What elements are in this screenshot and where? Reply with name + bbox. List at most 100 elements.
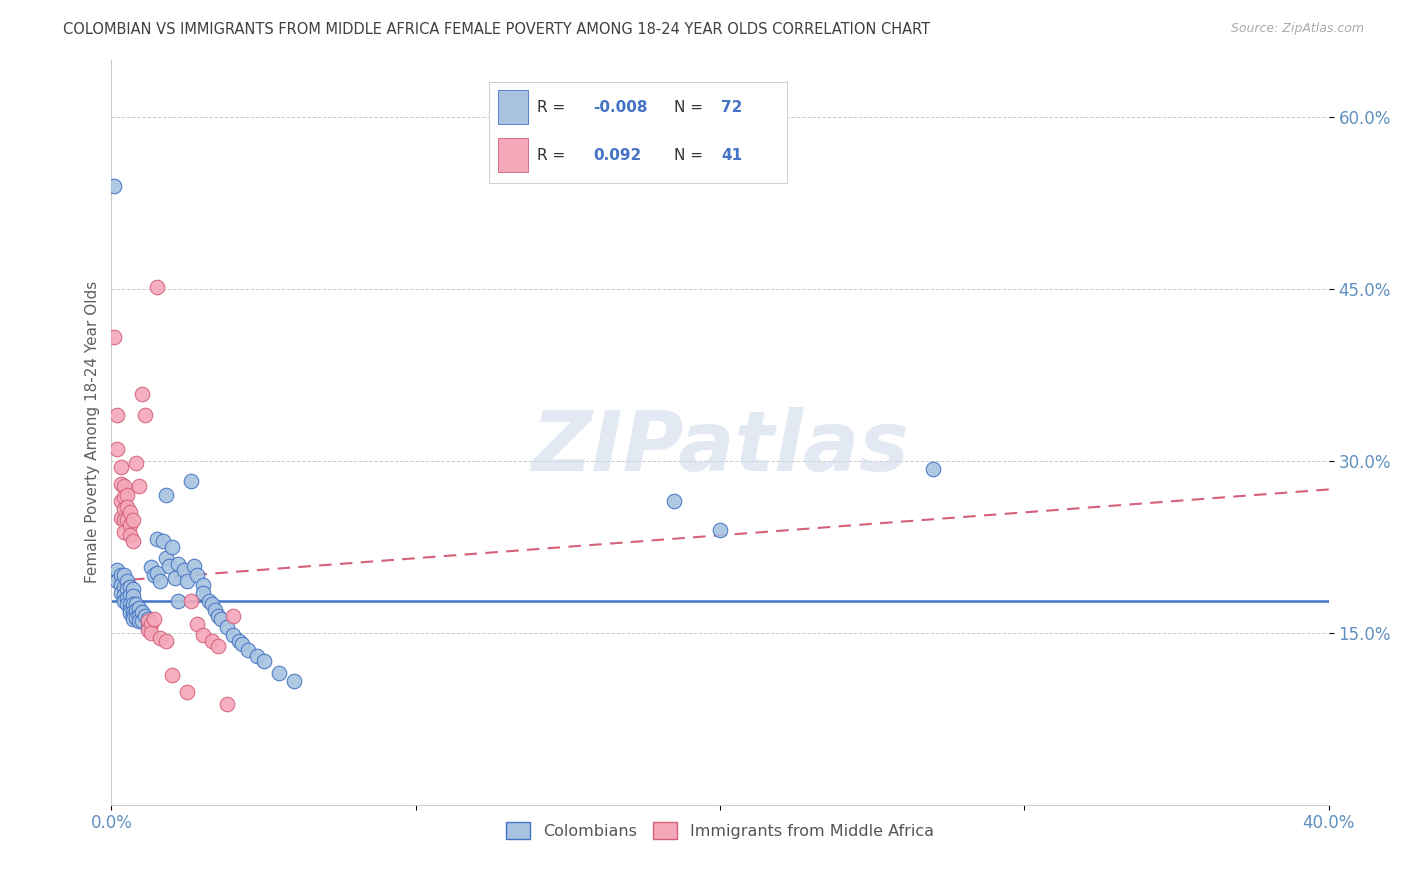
Point	[128, 614, 150, 628]
Point	[186, 568, 208, 582]
Point	[222, 628, 245, 642]
Point	[204, 603, 226, 617]
Point	[201, 633, 224, 648]
Point	[112, 524, 135, 539]
Point	[118, 606, 141, 620]
Point	[149, 632, 172, 646]
Point	[131, 614, 153, 628]
Point	[207, 608, 229, 623]
Point	[121, 612, 143, 626]
Point	[228, 633, 250, 648]
Point	[149, 574, 172, 589]
Point	[155, 633, 177, 648]
Point	[143, 612, 166, 626]
Point	[283, 673, 305, 688]
Point	[176, 574, 198, 589]
Point	[110, 577, 132, 591]
Point	[180, 475, 202, 489]
Point	[112, 479, 135, 493]
Point	[139, 625, 162, 640]
Point	[165, 571, 187, 585]
Point	[139, 616, 162, 631]
Point	[115, 574, 138, 589]
Text: ZIPatlas: ZIPatlas	[531, 407, 910, 488]
Point	[125, 456, 148, 470]
Point	[112, 513, 135, 527]
Point	[121, 597, 143, 611]
Point	[191, 577, 214, 591]
Point	[121, 513, 143, 527]
Point	[139, 560, 162, 574]
Point	[128, 608, 150, 623]
Point	[146, 279, 169, 293]
Point	[167, 557, 190, 571]
Point	[198, 593, 221, 607]
Point	[115, 513, 138, 527]
Point	[110, 585, 132, 599]
Point	[115, 597, 138, 611]
Point	[134, 608, 156, 623]
Point	[118, 603, 141, 617]
Point	[664, 494, 686, 508]
Point	[107, 408, 129, 422]
Point	[110, 494, 132, 508]
Point	[121, 534, 143, 549]
Point	[173, 563, 195, 577]
Point	[110, 459, 132, 474]
Point	[112, 593, 135, 607]
Point	[115, 500, 138, 514]
Point	[112, 491, 135, 505]
Point	[186, 616, 208, 631]
Point	[267, 665, 290, 680]
Point	[121, 605, 143, 619]
Point	[709, 523, 731, 537]
Point	[176, 685, 198, 699]
Point	[103, 178, 125, 193]
Point	[136, 624, 159, 638]
Point	[136, 614, 159, 628]
Point	[131, 387, 153, 401]
Point	[191, 585, 214, 599]
Point	[143, 568, 166, 582]
Y-axis label: Female Poverty Among 18-24 Year Olds: Female Poverty Among 18-24 Year Olds	[86, 281, 100, 583]
Point	[118, 588, 141, 602]
Point	[128, 479, 150, 493]
Point	[121, 582, 143, 597]
Point	[115, 591, 138, 606]
Point	[115, 488, 138, 502]
Point	[125, 603, 148, 617]
Point	[125, 611, 148, 625]
Point	[110, 476, 132, 491]
Point	[118, 505, 141, 519]
Point	[118, 528, 141, 542]
Point	[112, 502, 135, 516]
Point	[115, 582, 138, 597]
Point	[112, 588, 135, 602]
Point	[162, 540, 184, 554]
Point	[183, 559, 205, 574]
Text: COLOMBIAN VS IMMIGRANTS FROM MIDDLE AFRICA FEMALE POVERTY AMONG 18-24 YEAR OLDS : COLOMBIAN VS IMMIGRANTS FROM MIDDLE AFRI…	[63, 22, 931, 37]
Point	[146, 566, 169, 581]
Point	[155, 488, 177, 502]
Point	[131, 605, 153, 619]
Point	[215, 620, 238, 634]
Legend: Colombians, Immigrants from Middle Africa: Colombians, Immigrants from Middle Afric…	[501, 816, 941, 845]
Point	[246, 648, 269, 663]
Point	[128, 600, 150, 615]
Point	[103, 330, 125, 344]
Point	[136, 612, 159, 626]
Point	[134, 408, 156, 422]
Point	[112, 568, 135, 582]
Point	[209, 612, 232, 626]
Point	[110, 568, 132, 582]
Point	[180, 593, 202, 607]
Point	[162, 668, 184, 682]
Point	[118, 580, 141, 594]
Point	[231, 637, 253, 651]
Point	[136, 620, 159, 634]
Point	[252, 654, 274, 668]
Point	[110, 511, 132, 525]
Point	[118, 597, 141, 611]
Point	[107, 574, 129, 589]
Point	[146, 532, 169, 546]
